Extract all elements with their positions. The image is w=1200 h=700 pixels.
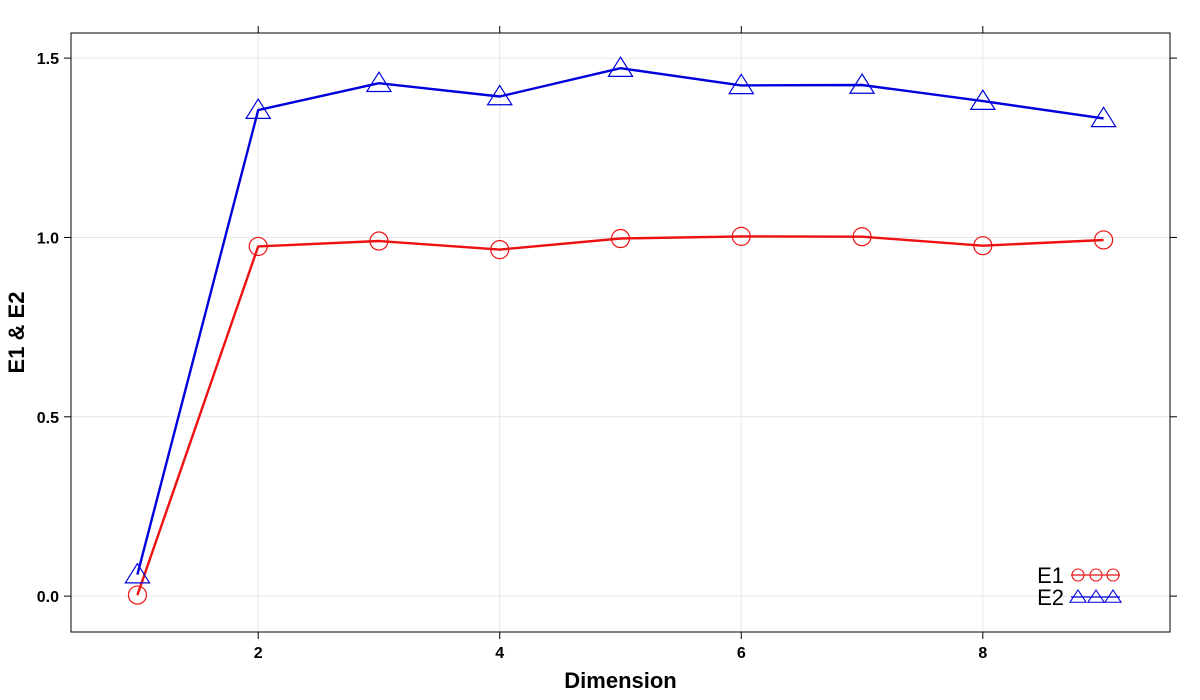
x-tick-label: 6 <box>737 645 746 662</box>
series-layer <box>125 57 1115 604</box>
legend-entry-e2: E2 <box>1037 585 1121 610</box>
series-e2 <box>125 57 1115 583</box>
series-e1 <box>128 227 1112 604</box>
data-point-e2 <box>850 74 874 93</box>
axis-ticks: 2 4 6 8 0.0 0.5 1.0 1.5 <box>37 26 1177 662</box>
series-line-e2 <box>137 68 1103 574</box>
x-tick-label: 4 <box>495 645 504 662</box>
y-tick-label: 1.0 <box>37 230 59 247</box>
y-axis-title: E1 & E2 <box>4 292 29 374</box>
y-tick-label: 1.5 <box>37 51 59 68</box>
data-point-e2 <box>608 57 632 76</box>
y-tick-label: 0.0 <box>37 589 59 606</box>
x-tick-label: 8 <box>978 645 987 662</box>
data-point-e2 <box>367 72 391 91</box>
grid-lines <box>71 33 1170 632</box>
legend-label: E2 <box>1037 585 1064 610</box>
x-tick-label: 2 <box>254 645 263 662</box>
y-tick-label: 0.5 <box>37 410 59 427</box>
series-line-e1 <box>137 236 1103 595</box>
x-axis-title: Dimension <box>564 668 676 693</box>
plot-frame <box>71 33 1170 632</box>
